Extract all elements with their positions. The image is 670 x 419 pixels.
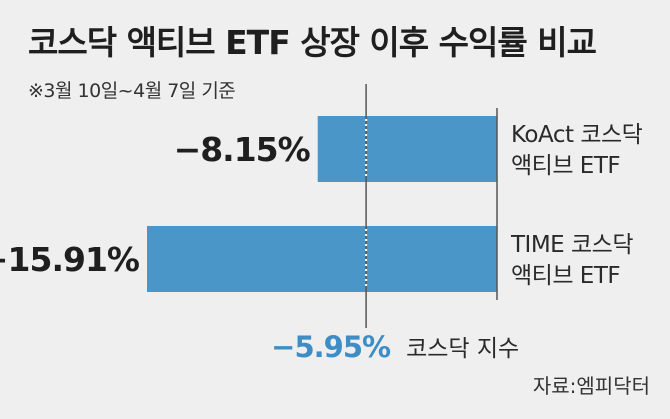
chart-title: 코스닥 액티브 ETF 상장 이후 수익률 비교 xyxy=(28,23,597,62)
category-label-1-line-2: 액티브 ETF xyxy=(511,153,620,179)
category-label-1-line-1: KoAct 코스닥 xyxy=(511,122,643,148)
bar-1 xyxy=(317,116,497,182)
data-label-1: −8.15% xyxy=(174,130,311,169)
bar-2 xyxy=(147,226,497,292)
reference-name-label: 코스닥 지수 xyxy=(406,336,519,362)
data-label-2: −15.91% xyxy=(0,240,140,279)
reference-value-label: −5.95% xyxy=(271,330,391,364)
source-note: 자료:엠피닥터 xyxy=(532,374,650,398)
category-label-2-line-1: TIME 코스닥 xyxy=(510,232,633,258)
chart-subtitle: ※3월 10일~4월 7일 기준 xyxy=(28,80,236,102)
category-label-2-line-2: 액티브 ETF xyxy=(511,263,620,289)
